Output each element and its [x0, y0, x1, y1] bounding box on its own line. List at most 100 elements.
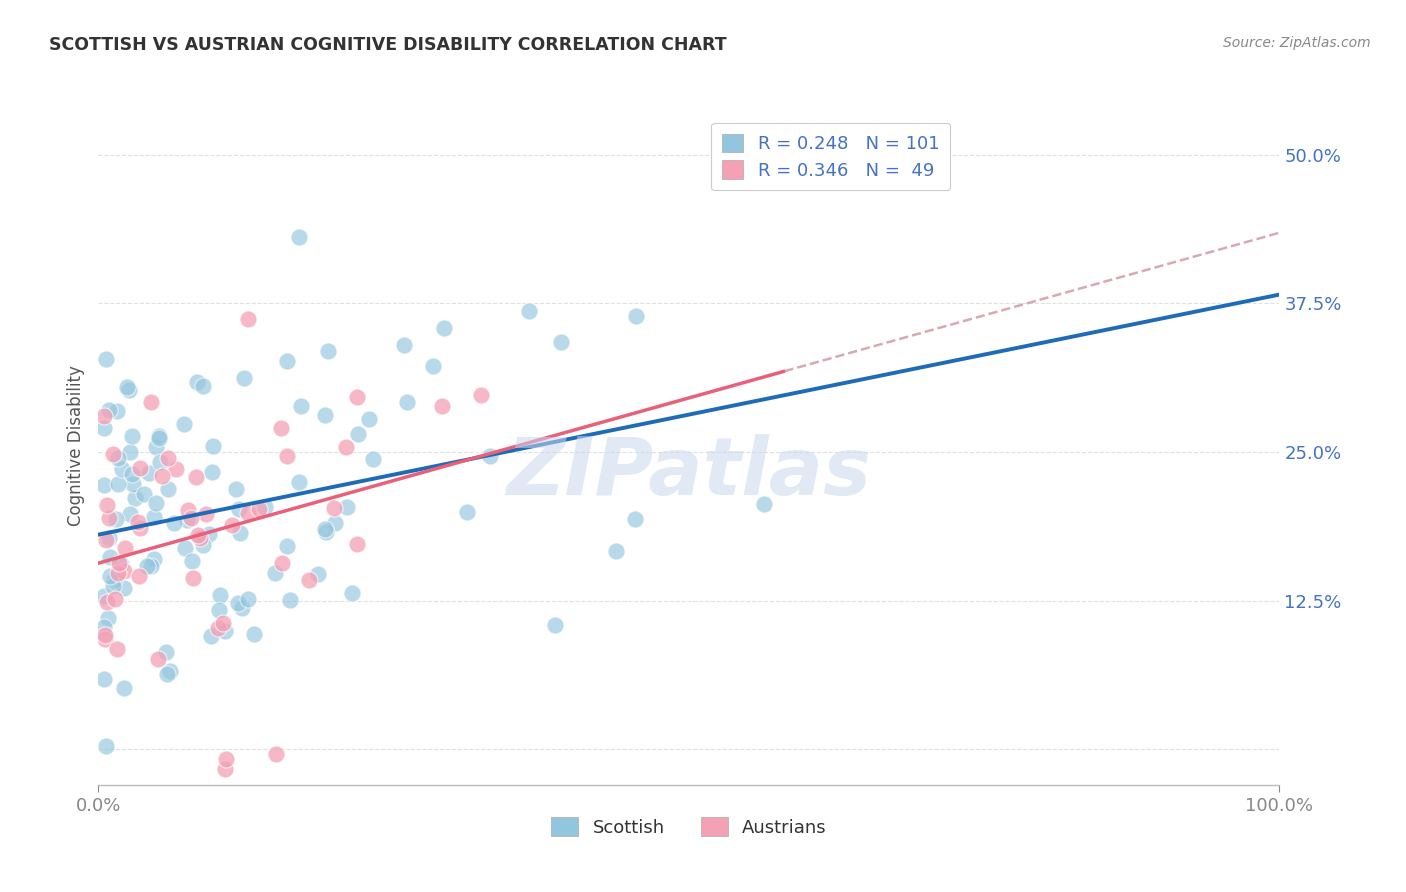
- Point: [155, 645, 177, 659]
- Point: [550, 335, 572, 350]
- Point: [335, 440, 357, 454]
- Point: [188, 531, 211, 545]
- Point: [143, 509, 166, 524]
- Text: ZIPatlas: ZIPatlas: [506, 434, 872, 512]
- Point: [107, 477, 129, 491]
- Point: [104, 512, 127, 526]
- Point: [207, 621, 229, 635]
- Point: [433, 321, 456, 335]
- Point: [346, 391, 368, 405]
- Point: [98, 568, 121, 582]
- Point: [97, 611, 120, 625]
- Point: [191, 379, 214, 393]
- Point: [93, 589, 115, 603]
- Point: [276, 449, 298, 463]
- Point: [104, 591, 127, 606]
- Point: [212, 616, 235, 631]
- Point: [114, 681, 136, 695]
- Point: [238, 506, 260, 520]
- Point: [103, 573, 125, 587]
- Point: [323, 500, 346, 515]
- Point: [115, 380, 138, 394]
- Point: [101, 579, 124, 593]
- Point: [141, 558, 163, 573]
- Point: [180, 554, 202, 568]
- Point: [517, 303, 540, 318]
- Point: [146, 651, 169, 665]
- Point: [152, 469, 174, 483]
- Point: [347, 427, 370, 442]
- Point: [143, 552, 166, 566]
- Point: [336, 500, 359, 515]
- Point: [236, 312, 259, 326]
- Point: [232, 371, 254, 385]
- Point: [221, 518, 243, 533]
- Point: [181, 571, 204, 585]
- Point: [121, 428, 143, 442]
- Point: [243, 627, 266, 641]
- Point: [478, 449, 501, 463]
- Point: [288, 475, 311, 489]
- Point: [97, 531, 120, 545]
- Point: [392, 338, 415, 352]
- Point: [93, 409, 115, 423]
- Point: [278, 593, 301, 607]
- Point: [194, 507, 217, 521]
- Point: [138, 466, 160, 480]
- Point: [148, 428, 170, 442]
- Point: [247, 502, 270, 516]
- Point: [108, 556, 131, 570]
- Point: [118, 507, 141, 521]
- Point: [96, 595, 118, 609]
- Point: [180, 511, 202, 525]
- Point: [105, 641, 128, 656]
- Point: [97, 402, 120, 417]
- Point: [361, 452, 384, 467]
- Point: [323, 516, 346, 530]
- Point: [98, 549, 121, 564]
- Point: [157, 482, 180, 496]
- Point: [128, 521, 150, 535]
- Point: [114, 541, 136, 555]
- Point: [96, 498, 118, 512]
- Point: [208, 588, 231, 602]
- Point: [187, 528, 209, 542]
- Point: [94, 628, 117, 642]
- Point: [93, 672, 115, 686]
- Point: [145, 496, 167, 510]
- Point: [316, 343, 339, 358]
- Point: [145, 440, 167, 454]
- Point: [129, 460, 152, 475]
- Point: [94, 533, 117, 547]
- Point: [276, 353, 298, 368]
- Point: [752, 497, 775, 511]
- Point: [254, 500, 277, 514]
- Point: [307, 567, 329, 582]
- Point: [544, 618, 567, 632]
- Point: [94, 739, 117, 753]
- Point: [238, 592, 260, 607]
- Y-axis label: Cognitive Disability: Cognitive Disability: [66, 366, 84, 526]
- Point: [264, 566, 287, 580]
- Point: [148, 432, 170, 446]
- Point: [201, 439, 224, 453]
- Point: [114, 581, 136, 595]
- Point: [166, 461, 188, 475]
- Point: [121, 467, 143, 481]
- Point: [193, 538, 215, 552]
- Point: [127, 515, 149, 529]
- Point: [214, 624, 236, 638]
- Point: [156, 451, 179, 466]
- Point: [456, 505, 478, 519]
- Point: [128, 568, 150, 582]
- Point: [93, 619, 115, 633]
- Point: [97, 511, 120, 525]
- Point: [176, 514, 198, 528]
- Point: [118, 383, 141, 397]
- Point: [105, 403, 128, 417]
- Point: [141, 796, 163, 810]
- Point: [422, 359, 444, 373]
- Point: [198, 527, 221, 541]
- Point: [103, 447, 125, 461]
- Point: [314, 408, 336, 422]
